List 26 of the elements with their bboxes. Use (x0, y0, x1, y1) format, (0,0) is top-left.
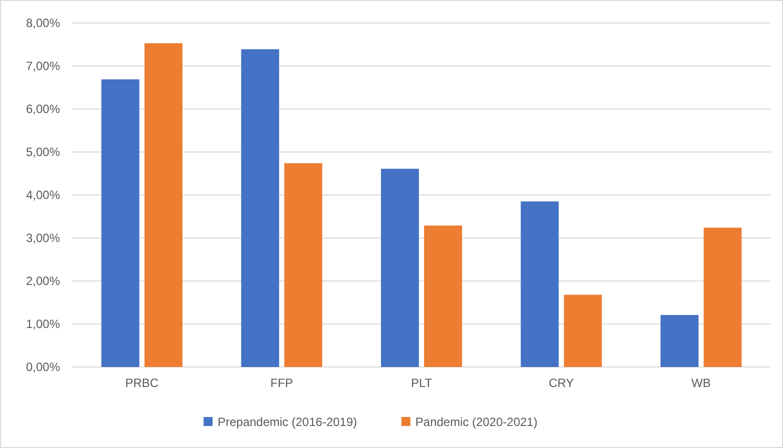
x-tick-label: WB (691, 376, 711, 390)
y-tick-label: 1,00% (26, 317, 60, 332)
y-tick-label: 0,00% (26, 360, 60, 374)
y-tick-label: 6,00% (26, 102, 60, 116)
x-tick-label: FFP (270, 376, 294, 390)
bar (660, 314, 699, 367)
bar (284, 163, 322, 367)
bar (380, 168, 419, 367)
bar (704, 228, 742, 367)
x-tick-label: CRY (548, 376, 574, 390)
y-tick-label: 2,00% (26, 274, 60, 288)
y-tick-label: 5,00% (26, 145, 60, 160)
y-tick-label: 7,00% (26, 59, 60, 74)
bar (101, 79, 140, 367)
y-tick-label: 8,00% (26, 16, 60, 30)
legend-label: Prepandemic (2016-2019) (218, 415, 358, 430)
bar (144, 43, 182, 367)
bar (564, 294, 602, 367)
bar (424, 226, 462, 367)
x-tick-label: PRBC (125, 376, 159, 390)
bar (520, 201, 559, 367)
y-tick-label: 4,00% (26, 188, 60, 202)
legend-label: Pandemic (2020-2021) (415, 415, 538, 430)
x-tick-label: PLT (410, 376, 433, 390)
y-tick-label: 3,00% (26, 231, 60, 246)
bar (241, 49, 280, 367)
